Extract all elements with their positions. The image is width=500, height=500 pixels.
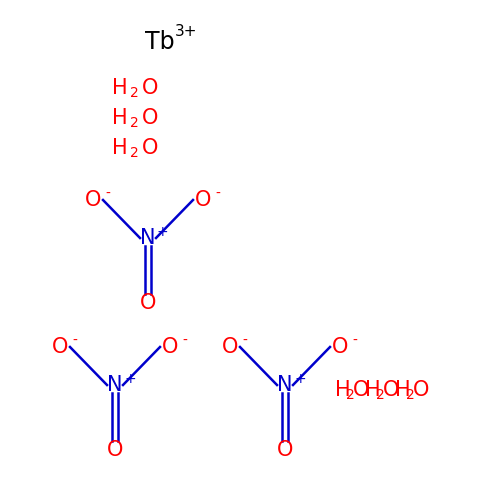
Text: O: O (142, 138, 158, 158)
Text: N: N (277, 375, 293, 395)
Text: H: H (365, 380, 380, 400)
Text: +: + (294, 372, 306, 386)
Text: O: O (413, 380, 430, 400)
Text: +: + (157, 225, 168, 239)
Text: O: O (332, 337, 348, 357)
Text: -: - (215, 187, 220, 201)
Text: H: H (112, 108, 128, 128)
Text: O: O (353, 380, 370, 400)
Text: -: - (242, 334, 247, 348)
Text: 3+: 3+ (175, 24, 198, 40)
Text: 2: 2 (130, 116, 139, 130)
Text: -: - (182, 334, 187, 348)
Text: H: H (335, 380, 350, 400)
Text: H: H (395, 380, 410, 400)
Text: N: N (107, 375, 123, 395)
Text: O: O (85, 190, 101, 210)
Text: H: H (112, 138, 128, 158)
Text: O: O (140, 293, 156, 313)
Text: O: O (195, 190, 211, 210)
Text: -: - (352, 334, 357, 348)
Text: O: O (107, 440, 123, 460)
Text: -: - (105, 187, 110, 201)
Text: 2: 2 (376, 388, 385, 402)
Text: O: O (277, 440, 293, 460)
Text: +: + (124, 372, 136, 386)
Text: Tb: Tb (145, 30, 174, 54)
Text: 2: 2 (130, 146, 139, 160)
Text: O: O (142, 108, 158, 128)
Text: H: H (112, 78, 128, 98)
Text: O: O (222, 337, 238, 357)
Text: O: O (142, 78, 158, 98)
Text: O: O (383, 380, 400, 400)
Text: 2: 2 (346, 388, 355, 402)
Text: O: O (52, 337, 68, 357)
Text: 2: 2 (406, 388, 415, 402)
Text: N: N (140, 228, 156, 248)
Text: -: - (72, 334, 77, 348)
Text: 2: 2 (130, 86, 139, 100)
Text: O: O (162, 337, 178, 357)
